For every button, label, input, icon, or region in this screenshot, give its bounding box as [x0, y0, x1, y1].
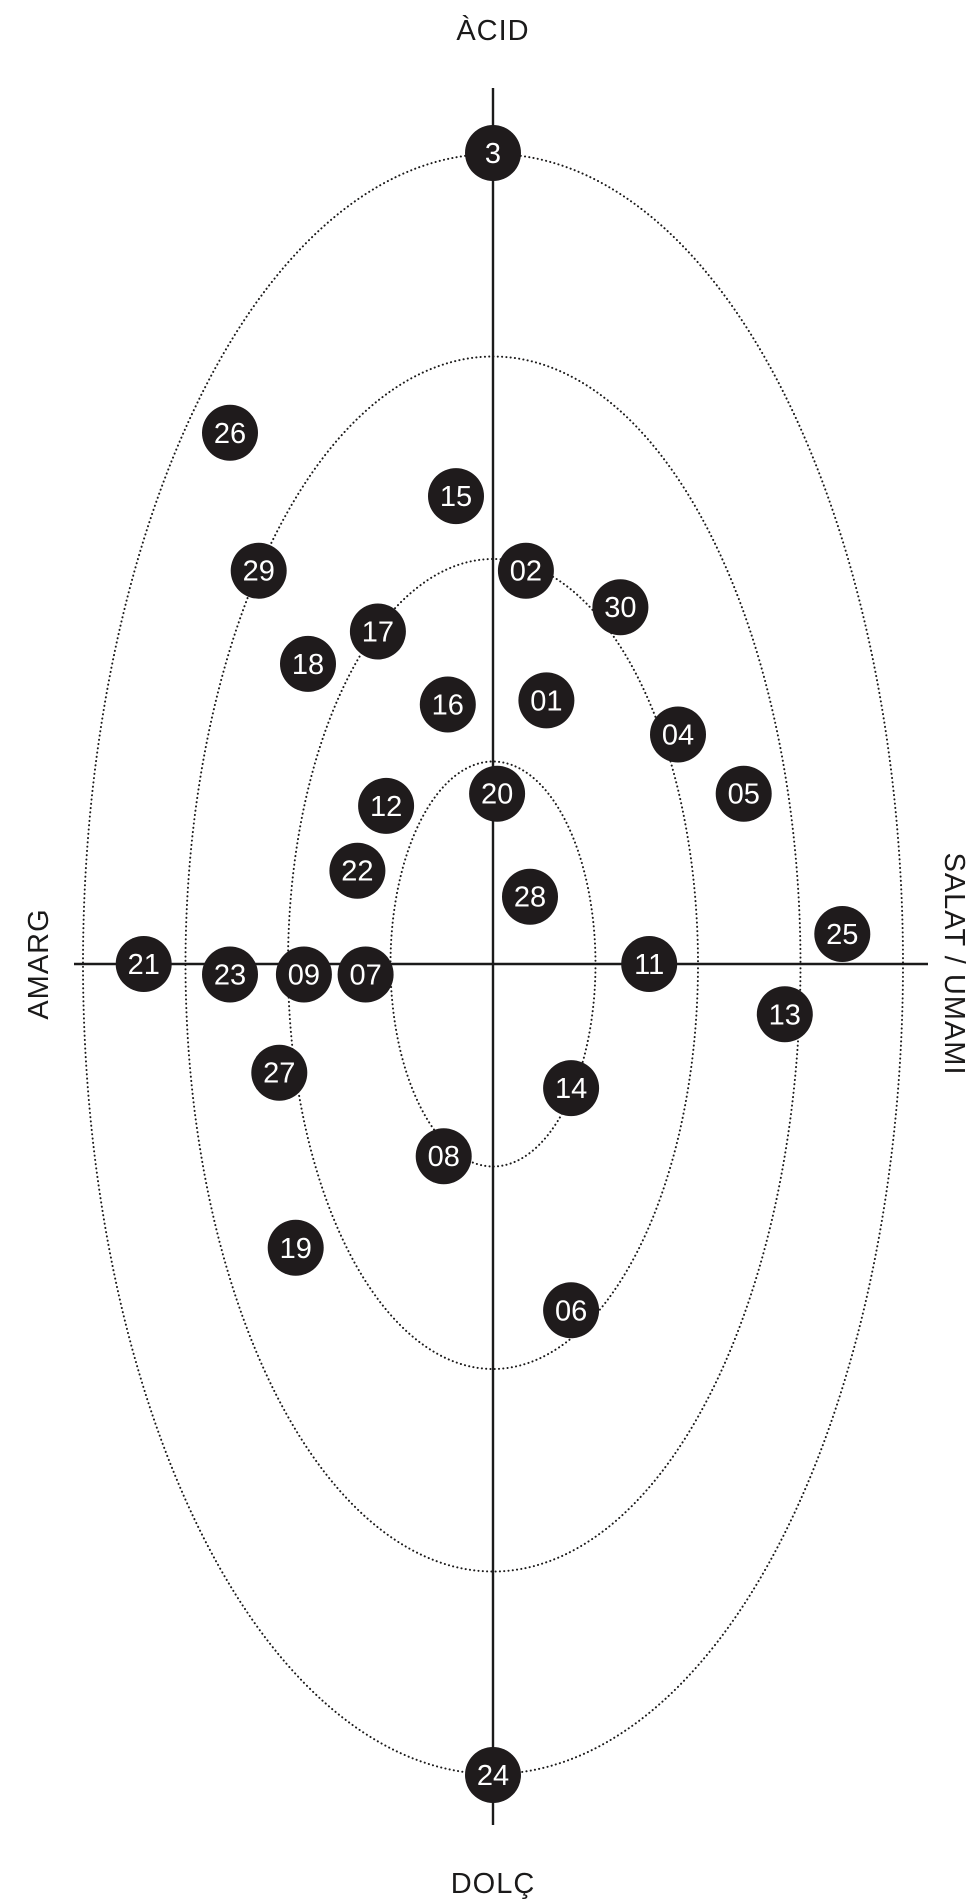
axis-label-bottom: DOLÇ [451, 1868, 536, 1900]
marker-02: 02 [497, 542, 554, 599]
marker-label: 23 [214, 960, 246, 992]
marker-label: 06 [555, 1295, 587, 1327]
marker-label: 13 [769, 999, 801, 1031]
marker-label: 15 [440, 481, 472, 513]
marker-circle [497, 542, 554, 599]
marker-label: 12 [370, 791, 402, 823]
marker-circle [814, 906, 871, 962]
marker-30: 30 [592, 579, 649, 636]
marker-label: 27 [263, 1058, 295, 1090]
marker-label: 26 [214, 418, 246, 450]
marker-18: 18 [280, 635, 336, 692]
marker-06: 06 [543, 1282, 600, 1339]
marker-label: 09 [288, 960, 320, 992]
marker-23: 23 [202, 946, 258, 1003]
marker-08: 08 [415, 1128, 472, 1185]
marker-circle [419, 676, 476, 733]
marker-circle [115, 936, 172, 992]
marker-circle [329, 842, 386, 899]
marker-14: 14 [543, 1060, 600, 1117]
axis-label-top: ÀCID [456, 14, 529, 47]
marker-label: 30 [604, 592, 636, 624]
marker-label: 07 [349, 960, 381, 992]
marker-label: 19 [280, 1233, 312, 1265]
taste-markers: 3 24 26 15 29 02 30 17 18 16 01 04 05 20 12 22 28 25 21 23 0… [115, 125, 871, 1803]
marker-circle [428, 468, 484, 525]
marker-28: 28 [502, 868, 558, 925]
marker-circle [465, 125, 521, 181]
marker-label: 24 [477, 1760, 509, 1792]
marker-3: 3 [465, 125, 521, 181]
marker-label: 20 [481, 779, 513, 811]
marker-circle [543, 1282, 600, 1339]
marker-circle [358, 777, 415, 834]
marker-circle [650, 706, 706, 763]
marker-label: 17 [362, 617, 394, 649]
marker-20: 20 [469, 765, 526, 822]
marker-09: 09 [275, 946, 332, 1003]
marker-label: 21 [128, 949, 160, 981]
marker-19: 19 [267, 1219, 324, 1276]
marker-label: 05 [728, 779, 760, 811]
marker-circle [202, 404, 258, 461]
marker-circle [349, 603, 406, 660]
marker-circle [592, 579, 649, 636]
marker-circle [251, 1044, 308, 1101]
axis-label-left: AMARG [23, 908, 55, 1019]
marker-circle [502, 868, 558, 925]
marker-label: 02 [510, 556, 542, 588]
marker-11: 11 [621, 936, 678, 992]
axis-label-right: SALAT / UMAMI [938, 852, 970, 1075]
marker-circle [543, 1060, 600, 1117]
marker-25: 25 [814, 906, 871, 962]
marker-07: 07 [337, 946, 394, 1003]
marker-label: 29 [243, 556, 275, 588]
marker-circle [621, 936, 678, 992]
marker-label: 01 [530, 685, 562, 717]
marker-circle [230, 542, 287, 599]
marker-22: 22 [329, 842, 386, 899]
marker-label: 11 [634, 949, 664, 981]
marker-circle [280, 635, 336, 692]
marker-label: 3 [485, 138, 501, 170]
marker-label: 25 [826, 919, 858, 951]
marker-circle [337, 946, 394, 1003]
marker-label: 28 [514, 882, 546, 914]
marker-label: 14 [555, 1073, 587, 1105]
marker-04: 04 [650, 706, 706, 763]
marker-15: 15 [428, 468, 484, 525]
marker-26: 26 [202, 404, 258, 461]
marker-label: 04 [662, 720, 694, 752]
marker-13: 13 [756, 986, 813, 1043]
marker-circle [469, 765, 526, 822]
marker-24: 24 [465, 1747, 521, 1803]
marker-05: 05 [715, 765, 772, 822]
marker-circle [202, 946, 258, 1003]
marker-circle [518, 672, 575, 729]
marker-circle [415, 1128, 472, 1185]
marker-29: 29 [230, 542, 287, 599]
marker-circle [275, 946, 332, 1003]
marker-label: 22 [341, 856, 373, 888]
marker-circle [715, 765, 772, 822]
marker-12: 12 [358, 777, 415, 834]
marker-circle [465, 1747, 521, 1803]
marker-label: 16 [432, 690, 464, 722]
marker-label: 08 [428, 1141, 460, 1173]
marker-16: 16 [419, 676, 476, 733]
marker-21: 21 [115, 936, 172, 992]
marker-27: 27 [251, 1044, 308, 1101]
marker-label: 18 [292, 649, 324, 681]
marker-01: 01 [518, 672, 575, 729]
marker-circle [267, 1219, 324, 1276]
marker-17: 17 [349, 603, 406, 660]
marker-circle [756, 986, 813, 1043]
